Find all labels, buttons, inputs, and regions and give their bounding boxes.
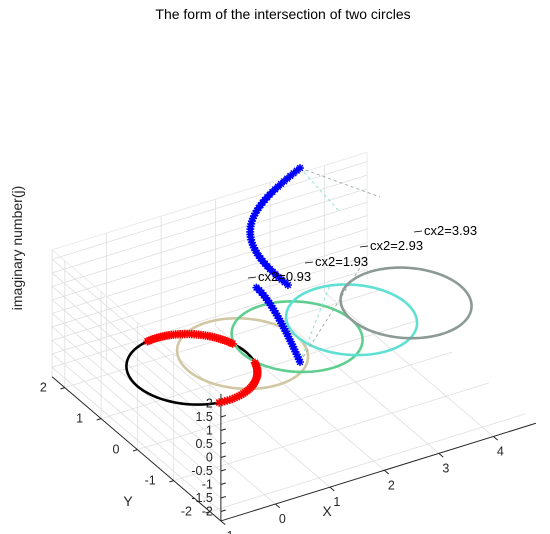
blue-marker-curve <box>246 164 304 366</box>
z-tick <box>220 496 226 499</box>
grid-line <box>51 299 222 445</box>
annotation-leader <box>359 245 369 248</box>
x-tick-label: 0 <box>279 512 286 526</box>
z-tick-label: -1.5 <box>191 491 213 505</box>
guide-line <box>299 259 366 363</box>
grid-line <box>51 201 368 301</box>
red-marker-arc-top <box>143 329 237 348</box>
y-tick <box>132 449 138 452</box>
y-tick <box>96 418 102 421</box>
red-marker-arc-bottom <box>215 358 262 407</box>
grid-line <box>51 286 222 431</box>
z-tick-label: 0.5 <box>195 437 212 451</box>
annotation-label: cx2=0.93 <box>258 269 311 284</box>
y-tick-label: 1 <box>76 412 83 426</box>
annotation-label: cx2=3.93 <box>424 223 477 238</box>
y-axis-label: Y <box>123 493 133 509</box>
z-tick-label: -0.5 <box>191 464 213 478</box>
grid-line <box>324 291 494 437</box>
grid-line <box>137 351 453 451</box>
guide-line <box>299 167 341 213</box>
z-tick <box>220 482 226 485</box>
grid-line <box>51 215 368 314</box>
annotation-leader <box>247 276 257 279</box>
z-tick <box>220 469 226 472</box>
box-edge <box>51 151 368 251</box>
z-tick <box>220 442 226 445</box>
x-tick <box>438 452 444 458</box>
chart-title: The form of the intersection of two circ… <box>155 6 410 22</box>
x-tick-label: -1 <box>222 529 233 534</box>
x-tick <box>384 469 390 475</box>
annotation-leader <box>304 261 314 264</box>
z-tick <box>220 455 226 458</box>
z-tick-label: -2 <box>202 505 213 519</box>
x-tick-label: 4 <box>497 444 504 458</box>
grid-line <box>51 259 222 404</box>
grid-line <box>51 272 222 418</box>
grid-line <box>51 174 368 274</box>
z-axis-label: imaginary number(j) <box>9 186 25 310</box>
y-tick <box>60 387 65 390</box>
y-tick-label: 2 <box>40 381 47 395</box>
x-tick-label: 1 <box>333 495 340 509</box>
x-tick <box>493 436 499 441</box>
grid-line <box>51 367 222 512</box>
x-tick <box>275 503 281 509</box>
y-tick <box>205 511 211 514</box>
guide-line <box>299 167 381 198</box>
x-tick-label: 2 <box>388 478 395 492</box>
guide-line <box>299 284 331 363</box>
annotation-label: cx2=1.93 <box>315 254 368 269</box>
z-tick-label: 1 <box>206 424 213 438</box>
grid-line <box>51 228 368 328</box>
annotation-leader <box>413 230 423 233</box>
grid-line <box>51 353 222 499</box>
annotation-label: cx2=2.93 <box>370 238 423 253</box>
y-tick-label: 0 <box>112 443 119 457</box>
grid-line <box>51 326 222 472</box>
x-tick <box>220 520 226 526</box>
z-tick <box>220 509 226 512</box>
grid-line <box>51 269 368 368</box>
grid-line <box>51 161 368 260</box>
z-tick-label: -1 <box>202 478 213 492</box>
box-edge <box>51 249 222 395</box>
x-axis-line <box>220 422 537 522</box>
grid-line <box>51 255 368 355</box>
z-tick-label: 2 <box>206 397 213 411</box>
z-tick <box>220 415 226 418</box>
y-axis-line <box>51 376 222 522</box>
grid <box>51 151 526 522</box>
grid-line <box>51 242 368 341</box>
x-tick-label: 3 <box>442 461 449 475</box>
grid-line <box>51 188 368 287</box>
axes <box>51 376 537 526</box>
y-tick <box>169 480 174 483</box>
x-axis-label: X <box>322 503 332 519</box>
grid-line <box>209 413 526 513</box>
grid-line <box>51 340 222 485</box>
circle-series-4 <box>339 266 473 340</box>
z-tick-label: 1.5 <box>195 410 212 424</box>
y-tick-label: -1 <box>145 474 156 488</box>
grid-line <box>269 308 440 454</box>
grid-line <box>173 382 489 482</box>
z-tick-label: 0 <box>206 451 213 465</box>
x-tick <box>329 486 335 492</box>
y-tick-label: -2 <box>181 505 192 519</box>
z-tick <box>220 428 226 431</box>
